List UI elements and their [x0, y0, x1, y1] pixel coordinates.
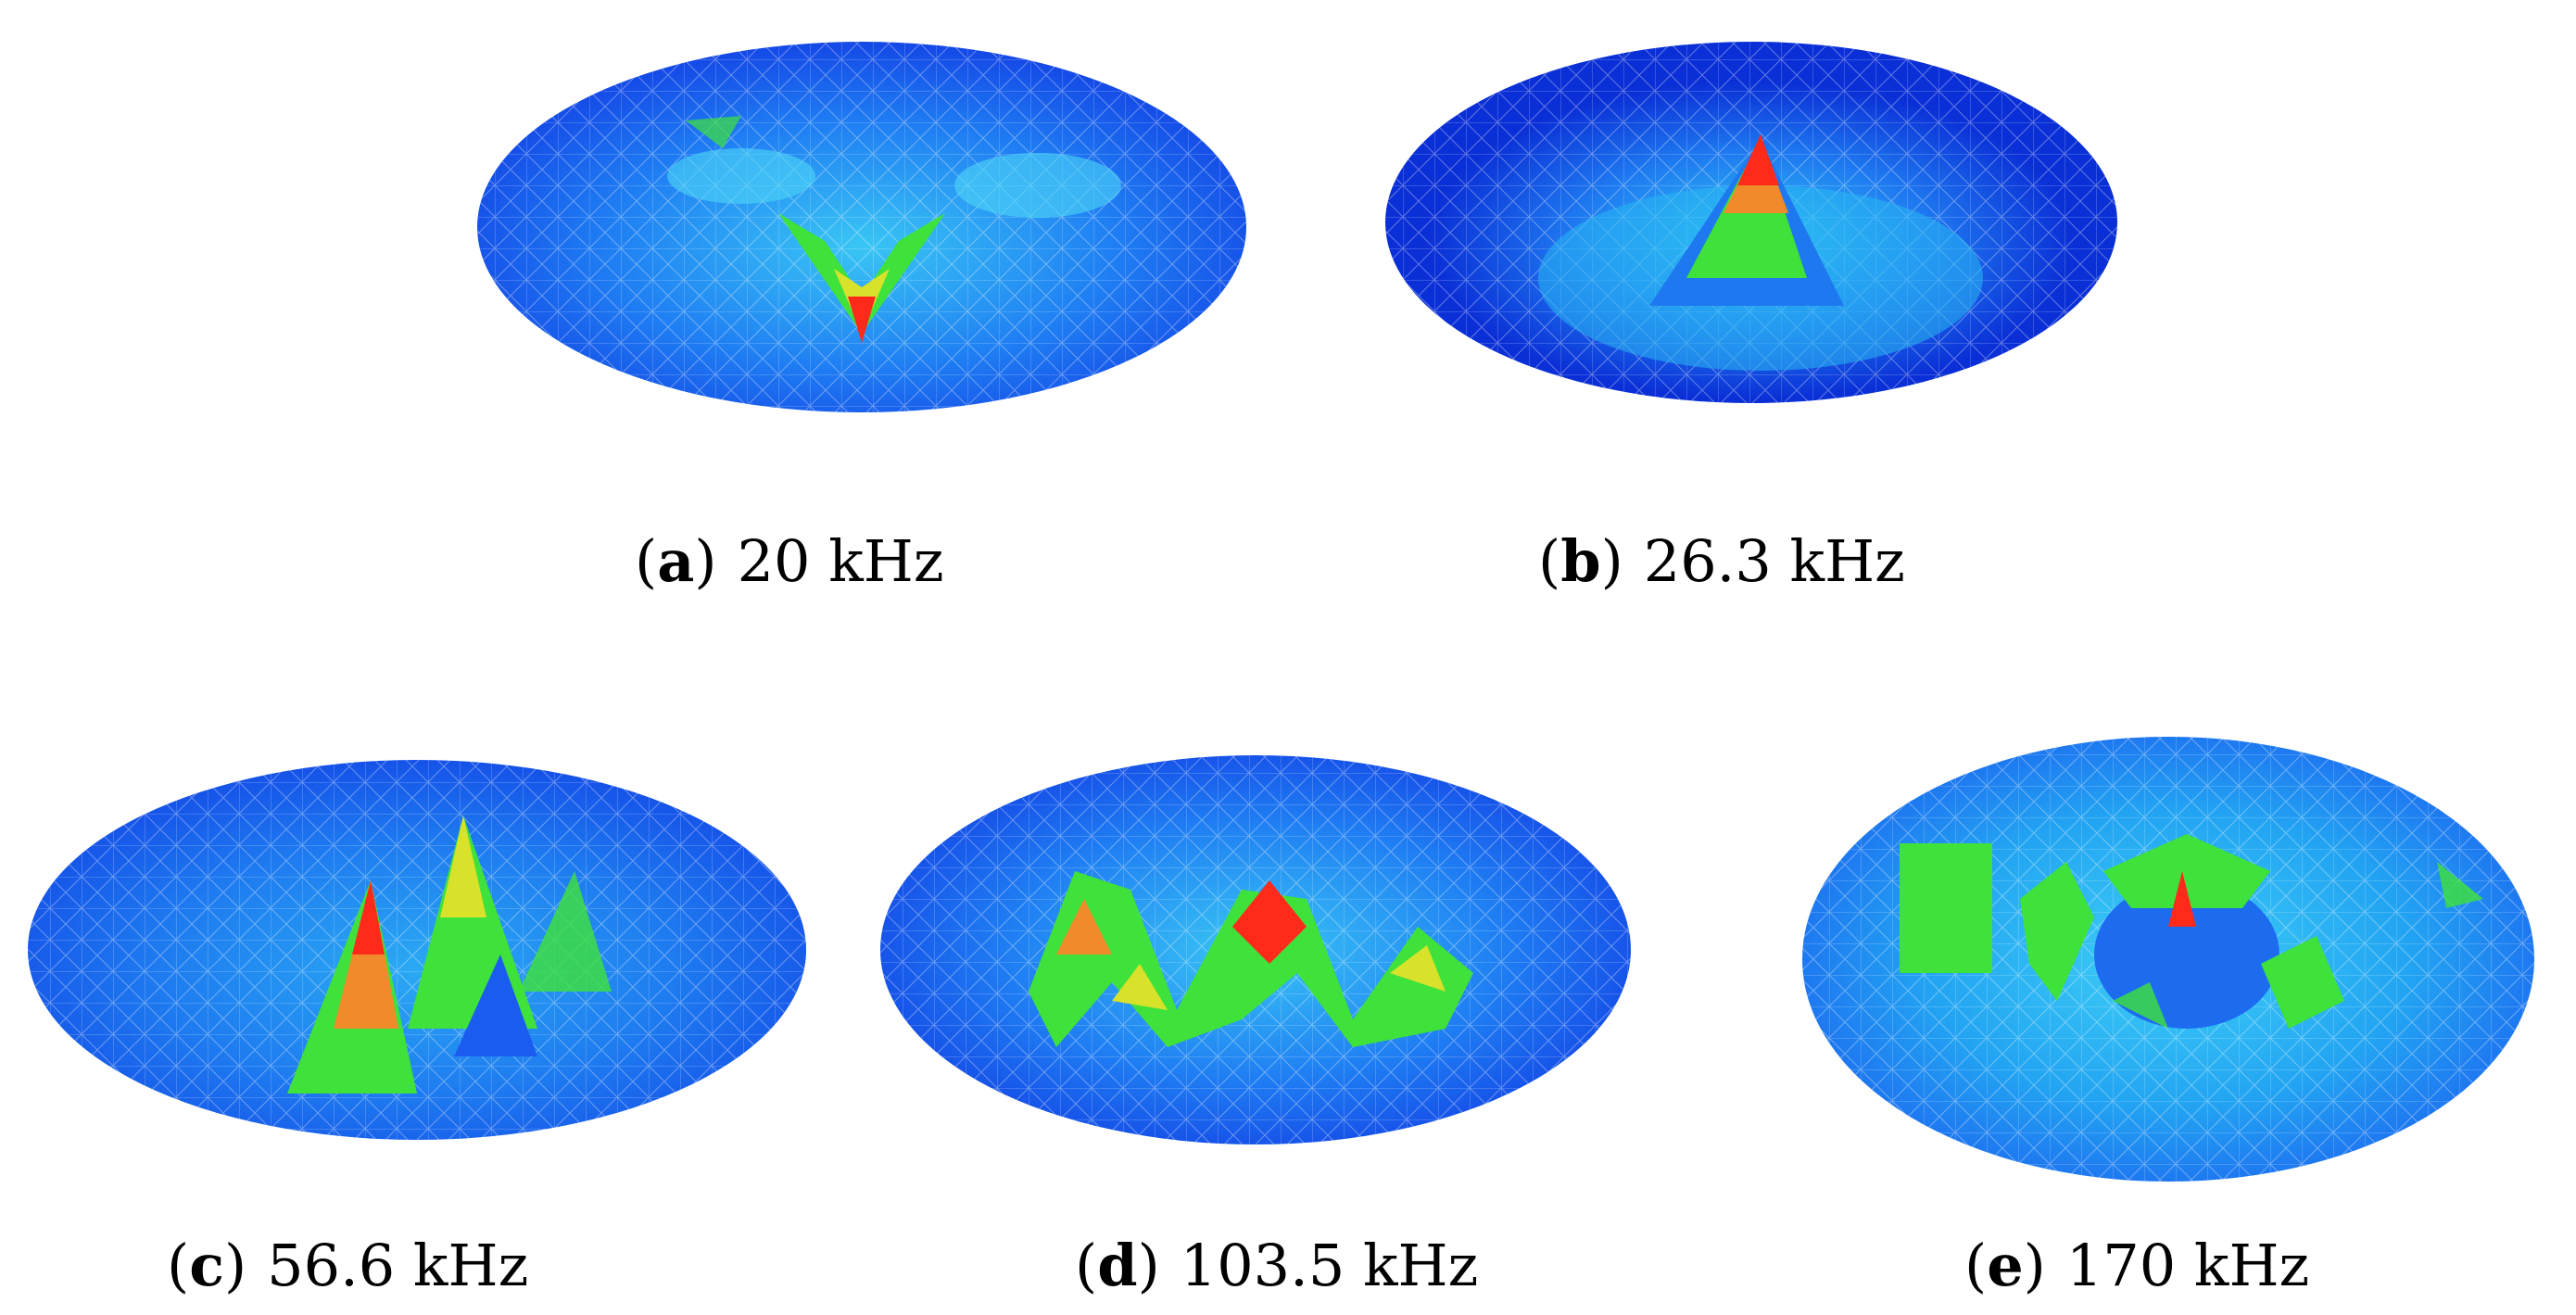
- caption-c: (c) 56.6 kHz: [167, 1237, 528, 1295]
- mode-shape-a-image: [477, 42, 1246, 412]
- caption-b-tag: (b): [1538, 527, 1623, 595]
- mode-shape-b: [1371, 28, 2131, 426]
- caption-c-label: 56.6 kHz: [267, 1232, 529, 1299]
- caption-b-label: 26.3 kHz: [1643, 527, 1905, 595]
- caption-d: (d) 103.5 kHz: [1075, 1237, 1478, 1295]
- mode-shape-c: [19, 751, 815, 1158]
- caption-a-label: 20 kHz: [737, 527, 944, 595]
- mode-shape-a: [463, 28, 1260, 426]
- mode-shape-d-image: [880, 755, 1631, 1144]
- mode-shape-b-image: [1385, 42, 2117, 403]
- caption-e: (e) 170 kHz: [1964, 1237, 2309, 1295]
- mode-shape-e-image: [1802, 737, 2534, 1182]
- caption-e-label: 170 kHz: [2065, 1232, 2310, 1299]
- mode-shape-e: [1798, 723, 2539, 1195]
- caption-c-tag: (c): [167, 1232, 247, 1299]
- caption-d-label: 103.5 kHz: [1180, 1232, 1479, 1299]
- caption-b: (b) 26.3 kHz: [1538, 533, 1905, 590]
- caption-e-tag: (e): [1964, 1232, 2046, 1299]
- caption-a: (a) 20 kHz: [635, 533, 944, 590]
- mode-shape-d: [871, 741, 1640, 1158]
- caption-a-tag: (a): [635, 527, 717, 595]
- caption-d-tag: (d): [1075, 1232, 1160, 1299]
- mode-shape-c-image: [28, 760, 806, 1140]
